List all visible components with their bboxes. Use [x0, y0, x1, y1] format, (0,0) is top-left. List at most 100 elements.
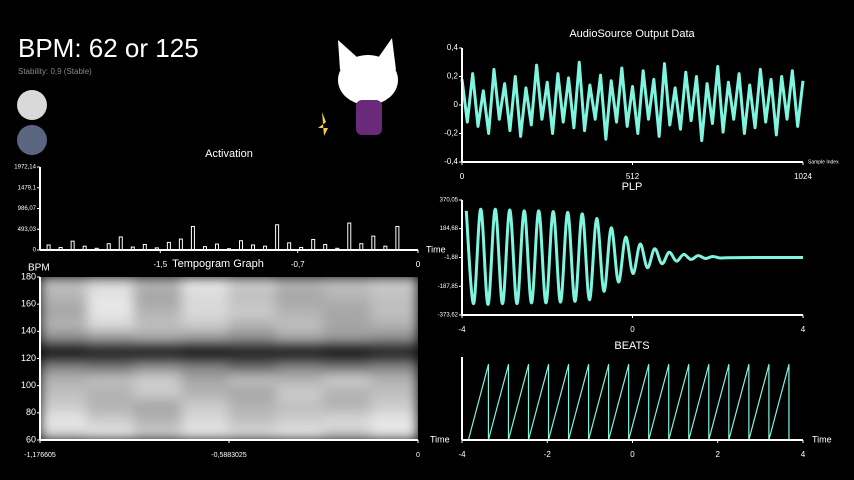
x-axis-label: Time — [812, 434, 832, 444]
y-tick-label: 100 — [21, 380, 36, 390]
heatmap-cell — [181, 371, 230, 387]
heatmap-cell — [275, 425, 324, 440]
heatmap-cell — [86, 303, 135, 319]
heatmap-cell — [228, 317, 277, 332]
heatmap-cell — [134, 371, 183, 387]
heatmap-cell — [323, 412, 372, 427]
heatmap-cell — [275, 317, 324, 332]
heatmap-cell — [40, 371, 88, 387]
heatmap-cell — [134, 290, 183, 305]
x-tick-label: 4 — [801, 325, 806, 334]
x-tick-label: -4 — [458, 450, 466, 459]
y-tick-label: 184,68 — [440, 226, 459, 232]
heatmap-cell — [134, 358, 183, 373]
heatmap-cell — [86, 412, 135, 427]
y-tick-label: 493,03 — [18, 227, 37, 233]
x-tick-label: 0 — [460, 172, 465, 181]
heatmap-cell — [40, 277, 88, 292]
heatmap-cell — [40, 425, 88, 440]
heatmap-cell — [86, 330, 135, 346]
heatmap-cell — [228, 330, 277, 346]
heatmap-cell — [228, 425, 277, 440]
heatmap-cell — [134, 277, 183, 292]
heatmap-cell — [134, 303, 183, 319]
heatmap-cell — [40, 385, 88, 400]
chart: Activation Time 1972,14 1479,1 986,07 493,03 0… — [14, 148, 445, 269]
heatmap-cell — [323, 398, 372, 414]
x-tick-label: 1024 — [794, 172, 812, 181]
y-tick-label: 1479,1 — [18, 185, 37, 191]
heatmap-cell — [323, 290, 372, 305]
x-tick-label: -0,5883025 — [211, 452, 247, 459]
y-tick-label: 370,05 — [440, 198, 459, 204]
heatmap-cell — [86, 385, 135, 400]
charts: Activation Time 1972,14 1479,1 986,07 493,03 0… — [14, 28, 839, 459]
y-tick-label: 140 — [21, 326, 36, 336]
heatmap-cell — [181, 425, 230, 440]
indicator-light — [17, 90, 47, 120]
x-axis-label: Time — [426, 244, 446, 254]
y-tick-label: -187,85 — [438, 284, 459, 290]
heatmap-cell — [40, 358, 88, 373]
heatmap-cell — [370, 330, 418, 346]
heatmap-cell — [181, 277, 230, 292]
heatmap-cell — [370, 290, 418, 305]
heatmap-cell — [323, 371, 372, 387]
indicator-dark — [17, 125, 47, 155]
x-tick-label: 0 — [630, 325, 635, 334]
heatmap-cell — [134, 317, 183, 332]
y-tick-label: -373,62 — [438, 313, 459, 319]
heatmap-cell — [370, 277, 418, 292]
heatmap-cell — [86, 358, 135, 373]
x-axis-label: Sample Index — [808, 159, 839, 165]
heatmap-cell — [228, 303, 277, 319]
chart: Tempogram Graph Time BPM 60 80 100 120 140 160 18… — [21, 258, 450, 459]
heatmap-cell — [370, 344, 418, 359]
y-axis-label: BPM — [28, 263, 50, 274]
heatmap-cell — [134, 344, 183, 359]
heatmap-cell — [323, 303, 372, 319]
heatmap-cell — [228, 290, 277, 305]
x-tick-label: 0 — [416, 260, 421, 269]
heatmap-cell — [134, 330, 183, 346]
x-tick-label: 0 — [630, 450, 635, 459]
mascot — [318, 38, 398, 136]
heatmap-cell — [275, 412, 324, 427]
heatmap-cell — [275, 358, 324, 373]
x-tick-label: -2 — [544, 450, 552, 459]
y-tick-label: 60 — [26, 434, 36, 444]
y-tick-label: 180 — [21, 271, 36, 281]
heatmap-cell — [86, 371, 135, 387]
x-tick-label: -0,7 — [291, 260, 305, 269]
x-axis-label: Time — [430, 434, 450, 444]
heatmap-cell — [86, 277, 135, 292]
heatmap-cell — [181, 398, 230, 414]
heatmap-cell — [40, 317, 88, 332]
y-tick-label: 0,4 — [447, 43, 459, 52]
y-tick-label: 0,2 — [447, 72, 459, 81]
heatmap-cell — [181, 290, 230, 305]
y-tick-label: 0 — [33, 248, 37, 254]
heatmap-cell — [228, 371, 277, 387]
heatmap-cell — [275, 303, 324, 319]
heatmap-cell — [228, 277, 277, 292]
heatmap-cell — [275, 398, 324, 414]
y-tick-label: -0,4 — [444, 157, 458, 166]
x-tick-label: -1,176605 — [24, 452, 56, 459]
heatmap-cell — [323, 344, 372, 359]
heatmap-cell — [134, 425, 183, 440]
heatmap-cell — [275, 385, 324, 400]
heatmap-cell — [275, 371, 324, 387]
heatmap-cell — [228, 412, 277, 427]
heatmap-cell — [40, 290, 88, 305]
heatmap-cell — [370, 385, 418, 400]
heatmap-cell — [134, 385, 183, 400]
chart: AudioSource Output Data Sample Index 0,4 0,… — [444, 28, 839, 181]
heatmap-cell — [370, 425, 418, 440]
x-tick-label: 4 — [801, 450, 806, 459]
heatmap-cell — [370, 398, 418, 414]
chart: PLP 370,05 184,68 -1,88 -187,85 -373,62 -4 0 4 — [438, 181, 806, 334]
chart-title: PLP — [622, 181, 643, 193]
y-tick-label: -1,88 — [444, 255, 458, 261]
